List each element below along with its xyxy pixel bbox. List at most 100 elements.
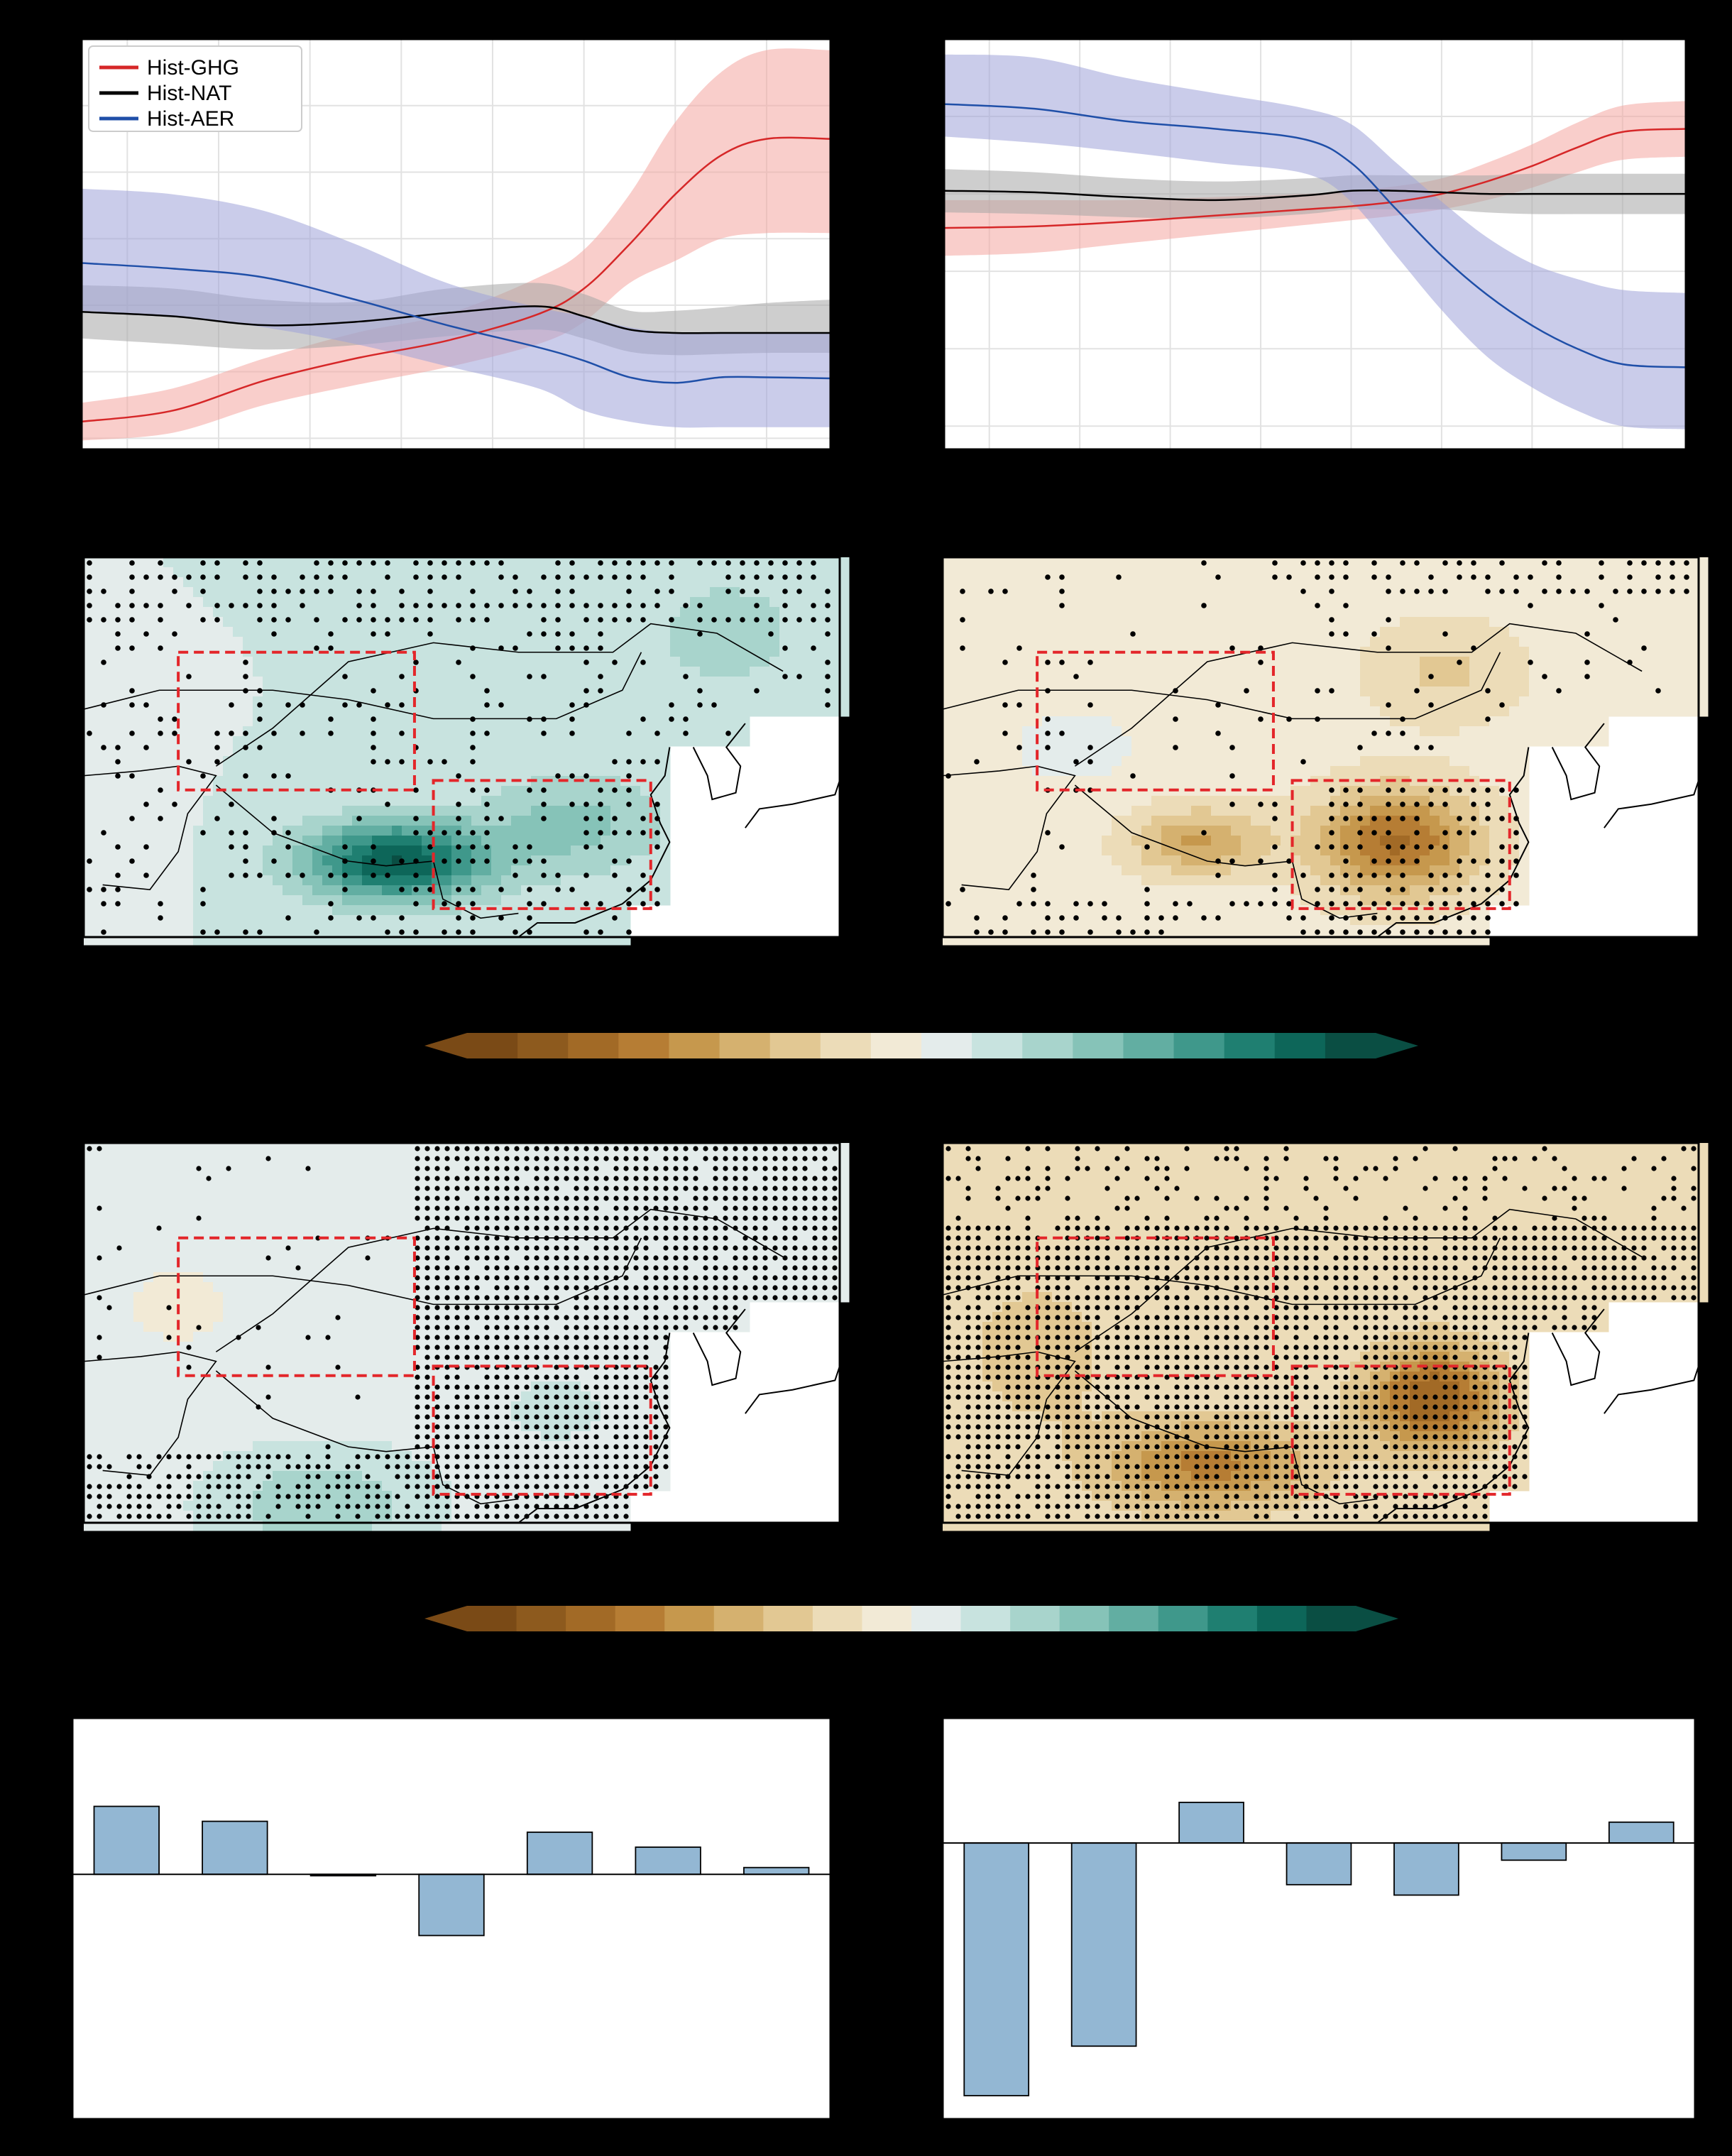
- field-cell: [1459, 766, 1470, 777]
- field-cell: [1052, 667, 1063, 677]
- field-cell: [1628, 597, 1639, 608]
- field-cell: [630, 657, 641, 667]
- field-cell: [1459, 706, 1470, 717]
- significance-dot: [583, 830, 589, 836]
- field-cell: [1370, 607, 1381, 618]
- field-cell: [432, 746, 442, 757]
- field-cell: [392, 816, 402, 826]
- significance-dot: [782, 574, 788, 580]
- field-cell: [1608, 677, 1619, 687]
- field-cell: [670, 607, 681, 618]
- field-cell: [1340, 617, 1351, 628]
- field-cell: [1052, 716, 1063, 727]
- field-cell: [1082, 677, 1092, 687]
- field-cell: [412, 796, 422, 806]
- field-cell: [1002, 776, 1013, 787]
- field-cell: [630, 597, 641, 608]
- significance-dot: [555, 631, 561, 637]
- field-cell: [953, 746, 963, 757]
- field-cell: [1211, 776, 1222, 787]
- field-cell: [819, 557, 830, 568]
- field-cell: [471, 686, 482, 697]
- field-cell: [84, 786, 94, 797]
- field-cell: [680, 647, 691, 657]
- field-cell: [1052, 607, 1063, 618]
- field-cell: [1320, 756, 1331, 767]
- field-cell: [551, 895, 561, 906]
- field-cell: [471, 766, 482, 777]
- field-cell: [1072, 587, 1082, 598]
- field-cell: [342, 915, 353, 926]
- significance-dot: [143, 574, 149, 580]
- field-cell: [1211, 607, 1222, 618]
- field-cell: [1390, 677, 1401, 687]
- field-cell: [104, 915, 114, 926]
- field-cell: [1221, 756, 1232, 767]
- field-cell: [163, 736, 174, 747]
- field-cell: [1390, 557, 1401, 568]
- field-cell: [442, 746, 452, 757]
- field-cell: [1420, 667, 1430, 677]
- field-cell: [1370, 716, 1381, 727]
- field-cell: [1241, 716, 1251, 727]
- significance-dot: [456, 560, 461, 566]
- field-cell: [253, 846, 263, 856]
- significance-dot: [654, 901, 660, 907]
- field-cell: [1569, 647, 1579, 657]
- y-tick-label: -12: [42, 427, 70, 449]
- field-cell: [710, 706, 720, 717]
- field-cell: [1131, 667, 1142, 677]
- field-cell: [1618, 706, 1629, 717]
- field-cell: [1032, 607, 1043, 618]
- field-cell: [630, 726, 641, 737]
- significance-dot: [612, 858, 618, 864]
- significance-dot: [583, 929, 589, 935]
- field-cell: [442, 637, 452, 647]
- field-cell: [223, 637, 234, 647]
- significance-dot: [87, 887, 92, 892]
- significance-dot: [243, 929, 248, 935]
- field-cell: [1300, 637, 1311, 647]
- field-cell: [829, 577, 840, 588]
- field-cell: [1122, 756, 1132, 767]
- field-cell: [943, 587, 953, 598]
- field-cell: [1618, 577, 1629, 588]
- field-cell: [1350, 657, 1361, 667]
- field-cell: [292, 677, 303, 687]
- field-cell: [1509, 736, 1520, 747]
- significance-dot: [342, 617, 348, 623]
- field-cell: [451, 706, 462, 717]
- field-cell: [992, 756, 1003, 767]
- field-cell: [1032, 637, 1043, 647]
- field-cell: [173, 806, 184, 816]
- field-cell: [521, 826, 532, 836]
- field-cell: [432, 766, 442, 777]
- field-cell: [203, 706, 214, 717]
- field-cell: [193, 736, 204, 747]
- field-cell: [1529, 677, 1540, 687]
- field-cell: [992, 647, 1003, 657]
- field-cell: [342, 706, 353, 717]
- field-cell: [680, 557, 691, 568]
- field-cell: [1092, 587, 1102, 598]
- field-cell: [1390, 627, 1401, 638]
- field-cell: [104, 567, 114, 578]
- field-cell: [203, 627, 214, 638]
- field-cell: [203, 796, 214, 806]
- field-cell: [650, 607, 661, 618]
- field-cell: [953, 706, 963, 717]
- field-cell: [1042, 677, 1053, 687]
- field-cell: [1221, 637, 1232, 647]
- field-cell: [233, 557, 243, 568]
- field-cell: [1290, 587, 1301, 598]
- field-cell: [730, 627, 740, 638]
- field-cell: [1449, 716, 1460, 727]
- field-cell: [972, 617, 983, 628]
- significance-dot: [640, 603, 646, 608]
- field-cell: [153, 836, 164, 846]
- field-cell: [601, 885, 611, 896]
- field-cell: [511, 766, 522, 777]
- significance-dot: [271, 589, 277, 594]
- field-cell: [1380, 736, 1391, 747]
- field-cell: [432, 637, 442, 647]
